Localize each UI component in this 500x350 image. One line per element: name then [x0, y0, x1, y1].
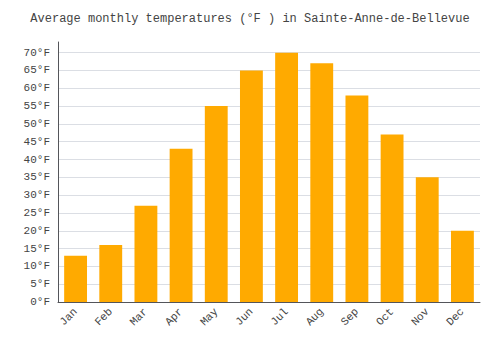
svg-text:60°F: 60°F: [24, 82, 50, 94]
svg-text:30°F: 30°F: [24, 189, 50, 201]
svg-text:40°F: 40°F: [24, 154, 50, 166]
svg-text:Mar: Mar: [128, 306, 150, 328]
svg-text:Apr: Apr: [163, 306, 185, 328]
svg-text:Jul: Jul: [268, 306, 290, 328]
svg-text:Dec: Dec: [444, 306, 466, 328]
svg-text:70°F: 70°F: [24, 47, 50, 59]
svg-text:10°F: 10°F: [24, 260, 50, 272]
svg-text:20°F: 20°F: [24, 225, 50, 237]
svg-text:Oct: Oct: [374, 306, 396, 328]
svg-text:May: May: [198, 305, 221, 328]
svg-text:Jun: Jun: [233, 306, 255, 328]
svg-text:Feb: Feb: [93, 306, 115, 328]
svg-text:25°F: 25°F: [24, 207, 50, 219]
svg-text:45°F: 45°F: [24, 136, 50, 148]
svg-text:Sep: Sep: [339, 306, 361, 328]
svg-text:65°F: 65°F: [24, 64, 50, 76]
svg-text:0°F: 0°F: [30, 296, 50, 308]
svg-text:15°F: 15°F: [24, 243, 50, 255]
svg-text:Aug: Aug: [304, 306, 326, 328]
svg-text:Nov: Nov: [409, 305, 432, 328]
svg-text:Average monthly temperatures (: Average monthly temperatures (°F ) in Sa…: [30, 12, 469, 26]
svg-text:50°F: 50°F: [24, 118, 50, 130]
svg-text:35°F: 35°F: [24, 171, 50, 183]
svg-text:5°F: 5°F: [30, 278, 50, 290]
svg-text:Jan: Jan: [57, 306, 79, 328]
svg-text:55°F: 55°F: [24, 100, 50, 112]
